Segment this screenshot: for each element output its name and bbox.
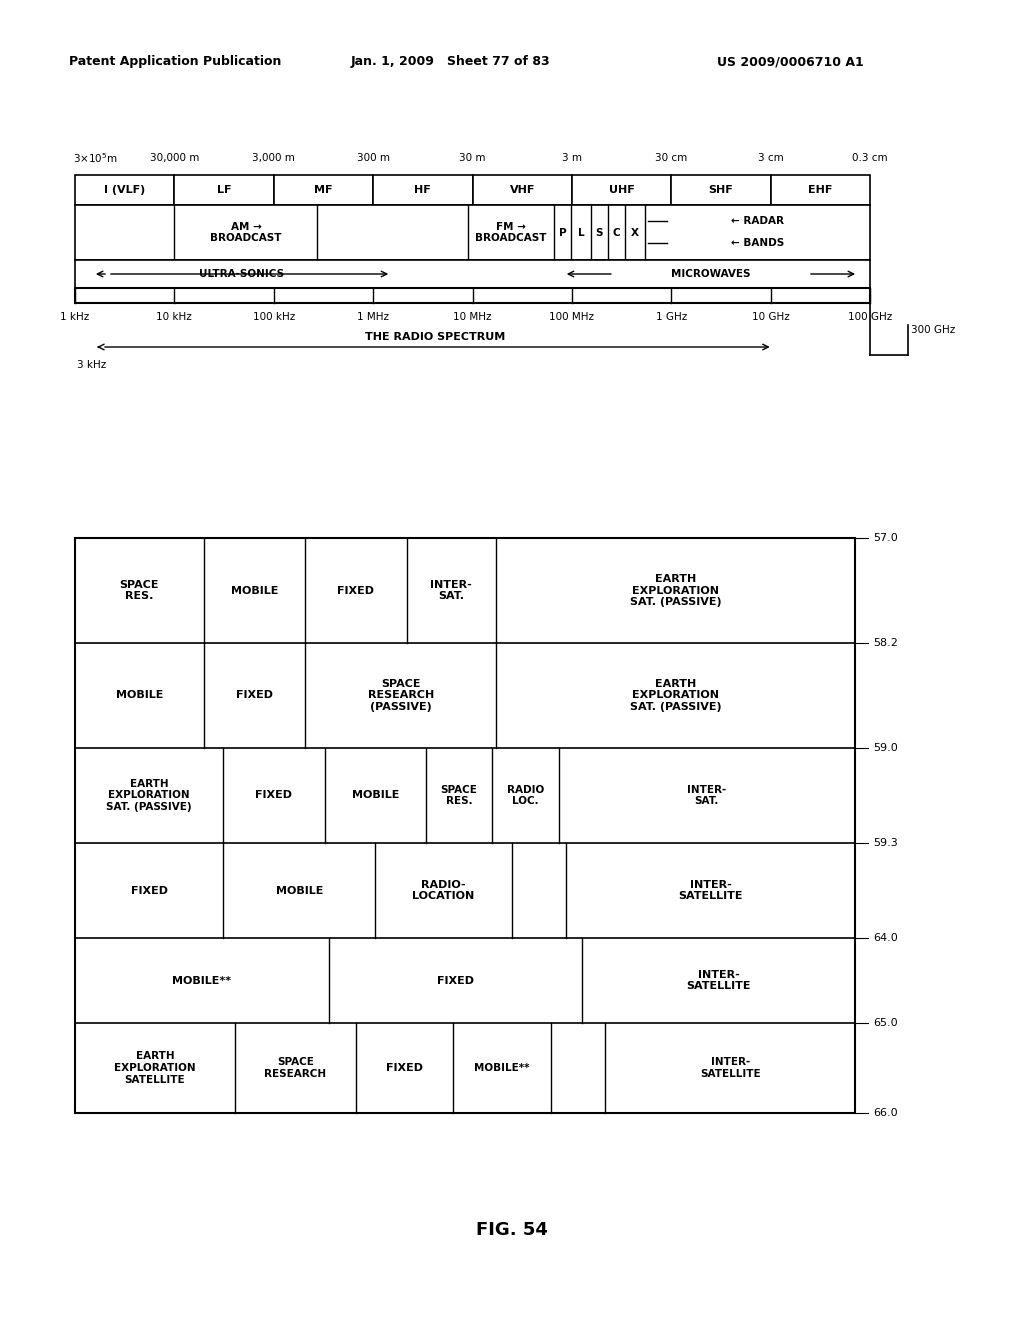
Text: 100 kHz: 100 kHz [253, 312, 295, 322]
Text: FIG. 54: FIG. 54 [476, 1221, 548, 1239]
Text: HF: HF [415, 185, 431, 195]
Bar [75, 176, 174, 205]
Text: VHF: VHF [510, 185, 535, 195]
Text: INTER-
SATELLITE: INTER- SATELLITE [679, 879, 743, 902]
Text: 1 GHz: 1 GHz [655, 312, 687, 322]
Bar [75, 539, 855, 1113]
Text: FM →
BROADCAST: FM → BROADCAST [475, 222, 547, 243]
Text: 59.0: 59.0 [873, 743, 898, 752]
Text: US 2009/0006710 A1: US 2009/0006710 A1 [717, 55, 863, 69]
Text: I (VLF): I (VLF) [104, 185, 145, 195]
Text: 64.0: 64.0 [873, 933, 898, 942]
Bar [472, 176, 571, 205]
Text: MOBILE: MOBILE [230, 586, 279, 595]
Text: FIXED: FIXED [255, 791, 293, 800]
Bar [672, 176, 771, 205]
Text: MOBILE: MOBILE [116, 690, 163, 701]
Text: 10 kHz: 10 kHz [157, 312, 193, 322]
Text: EARTH
EXPLORATION
SATELLITE: EARTH EXPLORATION SATELLITE [114, 1052, 196, 1085]
Text: EARTH
EXPLORATION
SAT. (PASSIVE): EARTH EXPLORATION SAT. (PASSIVE) [630, 574, 722, 607]
Text: 59.3: 59.3 [873, 838, 898, 847]
Text: 3 m: 3 m [562, 153, 582, 162]
Text: MOBILE: MOBILE [351, 791, 399, 800]
Text: INTER-
SAT.: INTER- SAT. [687, 784, 726, 807]
Bar [174, 176, 273, 205]
Text: THE RADIO SPECTRUM: THE RADIO SPECTRUM [365, 333, 505, 342]
Bar [75, 260, 870, 288]
Text: FIXED: FIXED [131, 886, 168, 895]
Text: SPACE
RESEARCH
(PASSIVE): SPACE RESEARCH (PASSIVE) [368, 678, 434, 711]
Bar [373, 176, 472, 205]
Text: 30 cm: 30 cm [655, 153, 687, 162]
Text: EHF: EHF [808, 185, 833, 195]
Text: LF: LF [217, 185, 231, 195]
Text: INTER-
SATELLITE: INTER- SATELLITE [686, 970, 751, 991]
Text: MF: MF [314, 185, 333, 195]
Text: 100 MHz: 100 MHz [549, 312, 594, 322]
Text: FIXED: FIXED [386, 1063, 423, 1073]
Text: 1 kHz: 1 kHz [60, 312, 90, 322]
Text: 10 MHz: 10 MHz [454, 312, 492, 322]
Bar [273, 176, 373, 205]
Text: 3 cm: 3 cm [758, 153, 783, 162]
Text: INTER-
SAT.: INTER- SAT. [430, 579, 472, 602]
Text: 65.0: 65.0 [873, 1018, 898, 1028]
Text: 30 m: 30 m [459, 153, 485, 162]
Text: FIXED: FIXED [437, 975, 474, 986]
Text: MOBILE: MOBILE [275, 886, 323, 895]
Text: 10 GHz: 10 GHz [752, 312, 790, 322]
Text: MOBILE**: MOBILE** [172, 975, 231, 986]
Text: INTER-
SATELLITE: INTER- SATELLITE [699, 1057, 761, 1078]
Text: 3 kHz: 3 kHz [77, 360, 106, 370]
Text: 58.2: 58.2 [873, 638, 898, 648]
Text: SPACE
RESEARCH: SPACE RESEARCH [264, 1057, 327, 1078]
Text: 0.3 cm: 0.3 cm [852, 153, 888, 162]
Bar [771, 176, 870, 205]
Text: 57.0: 57.0 [873, 533, 898, 543]
Text: 3,000 m: 3,000 m [252, 153, 295, 162]
Text: FIXED: FIXED [236, 690, 273, 701]
Text: 66.0: 66.0 [873, 1107, 898, 1118]
Text: 300 GHz: 300 GHz [911, 325, 955, 335]
Text: ULTRA-SONICS: ULTRA-SONICS [200, 269, 285, 279]
Text: RADIO-
LOCATION: RADIO- LOCATION [413, 879, 475, 902]
Text: 300 m: 300 m [356, 153, 389, 162]
Text: RADIO
LOC.: RADIO LOC. [507, 784, 544, 807]
Text: AM →
BROADCAST: AM → BROADCAST [210, 222, 282, 243]
Text: 100 GHz: 100 GHz [848, 312, 892, 322]
Text: 30,000 m: 30,000 m [150, 153, 199, 162]
Text: FIXED: FIXED [337, 586, 375, 595]
Text: SHF: SHF [709, 185, 733, 195]
Text: $3{\times}10^5$m: $3{\times}10^5$m [73, 150, 118, 165]
Text: SPACE
RES.: SPACE RES. [120, 579, 159, 602]
Text: EARTH
EXPLORATION
SAT. (PASSIVE): EARTH EXPLORATION SAT. (PASSIVE) [106, 779, 191, 812]
Text: L: L [578, 227, 584, 238]
Text: X: X [631, 227, 639, 238]
Text: EARTH
EXPLORATION
SAT. (PASSIVE): EARTH EXPLORATION SAT. (PASSIVE) [630, 678, 722, 711]
Bar [571, 176, 672, 205]
Text: P: P [558, 227, 566, 238]
Text: UHF: UHF [608, 185, 635, 195]
Text: MOBILE**: MOBILE** [474, 1063, 529, 1073]
Text: Jan. 1, 2009   Sheet 77 of 83: Jan. 1, 2009 Sheet 77 of 83 [350, 55, 550, 69]
Text: 1 MHz: 1 MHz [357, 312, 389, 322]
Bar [75, 288, 870, 304]
Bar [75, 205, 870, 260]
Text: ← RADAR: ← RADAR [731, 215, 784, 226]
Text: ← BANDS: ← BANDS [731, 238, 784, 248]
Text: C: C [612, 227, 621, 238]
Text: SPACE
RES.: SPACE RES. [440, 784, 477, 807]
Text: MICROWAVES: MICROWAVES [671, 269, 751, 279]
Text: Patent Application Publication: Patent Application Publication [69, 55, 282, 69]
Text: S: S [596, 227, 603, 238]
